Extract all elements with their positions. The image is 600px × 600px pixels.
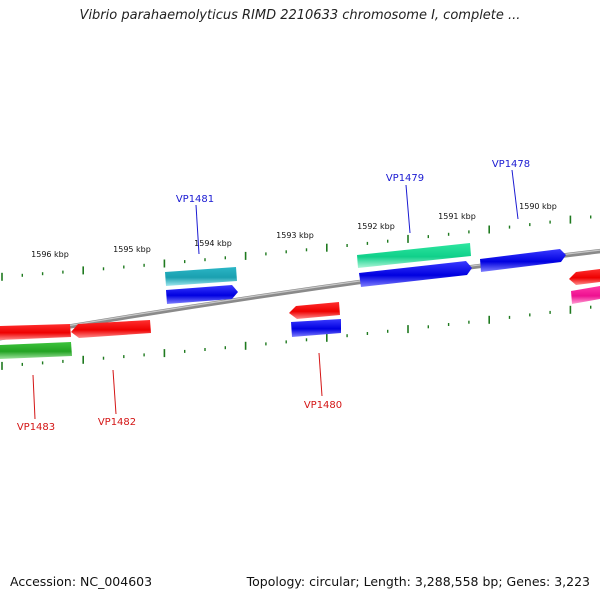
gene-feature-vp1483[interactable] bbox=[0, 324, 71, 340]
tick-label: 1594 kbp bbox=[194, 239, 232, 248]
gene-label-vp1482[interactable]: VP1482 bbox=[98, 417, 136, 428]
tick-label: 1596 kbp bbox=[31, 250, 69, 259]
gene-label-vp1481[interactable]: VP1481 bbox=[176, 194, 214, 205]
leader-line-vp1479 bbox=[405, 184, 411, 234]
accession-text: Accession: NC_004603 bbox=[10, 574, 153, 589]
gene-feature-vp1481[interactable] bbox=[166, 285, 238, 304]
gene-feature-vp1483-green[interactable] bbox=[0, 342, 72, 359]
gene-feature-vp1482[interactable] bbox=[71, 320, 151, 338]
topology-summary: Topology: circular; Length: 3,288,558 bp… bbox=[246, 574, 590, 589]
gene-label-vp1483[interactable]: VP1483 bbox=[17, 422, 55, 433]
map-title: Vibrio parahaemolyticus RIMD 2210633 chr… bbox=[79, 8, 521, 23]
leader-line-vp1481 bbox=[195, 204, 200, 255]
tick-row-outer bbox=[1, 215, 592, 281]
gene-feature-vp1481-cyan[interactable] bbox=[165, 267, 237, 286]
gene-feature-vp1480[interactable] bbox=[289, 302, 340, 319]
leader-line-vp1480 bbox=[318, 352, 323, 397]
gene-label-vp1479[interactable]: VP1479 bbox=[386, 173, 424, 184]
tick-label: 1592 kbp bbox=[357, 222, 395, 231]
gene-label-vp1480[interactable]: VP1480 bbox=[304, 400, 342, 411]
gene-feature-right-edge-red[interactable] bbox=[569, 269, 600, 285]
leader-line-vp1478 bbox=[511, 169, 519, 220]
gene-label-vp1478[interactable]: VP1478 bbox=[492, 159, 530, 170]
gene-feature-right-edge-pink[interactable] bbox=[571, 286, 600, 304]
leader-line-vp1482 bbox=[112, 369, 117, 415]
gene-feature-vp1478[interactable] bbox=[480, 249, 566, 272]
tick-label: 1593 kbp bbox=[276, 231, 314, 240]
gene-feature-vp1480-blue[interactable] bbox=[291, 319, 341, 337]
gene-feature-vp1479-mint[interactable] bbox=[357, 243, 471, 268]
tick-row-inner bbox=[1, 305, 592, 370]
tick-label: 1590 kbp bbox=[519, 202, 557, 211]
leader-line-vp1483 bbox=[32, 374, 36, 420]
tick-label: 1591 kbp bbox=[438, 212, 476, 221]
gene-feature-vp1479[interactable] bbox=[359, 261, 472, 287]
tick-label: 1595 kbp bbox=[113, 245, 151, 254]
